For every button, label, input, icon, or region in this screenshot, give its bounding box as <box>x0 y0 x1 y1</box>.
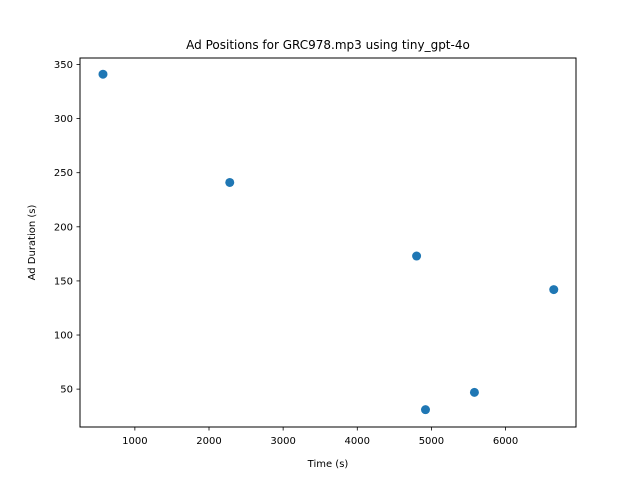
y-tick-label: 200 <box>54 222 73 233</box>
data-point-3 <box>412 251 422 261</box>
y-tick-label: 150 <box>54 276 73 287</box>
x-tick-label: 2000 <box>196 436 221 447</box>
x-axis-label: Time (s) <box>307 459 349 470</box>
chart-title: Ad Positions for GRC978.mp3 using tiny_g… <box>186 38 470 52</box>
points-layer <box>98 69 559 415</box>
y-tick-label: 100 <box>54 331 73 342</box>
x-tick-label: 6000 <box>493 436 518 447</box>
data-point-6 <box>549 285 559 295</box>
data-point-4 <box>420 405 430 415</box>
y-tick-label: 250 <box>54 168 73 179</box>
y-tick-label: 350 <box>54 60 73 71</box>
y-axis-label: Ad Duration (s) <box>27 205 38 281</box>
y-tick-label: 300 <box>54 114 73 125</box>
data-point-1 <box>98 69 108 79</box>
x-tick-label: 1000 <box>122 436 147 447</box>
ticks-layer: 1000 2000 3000 4000 5000 6000 50 100 150 200 250 30… <box>54 60 518 447</box>
data-point-5 <box>469 387 479 397</box>
x-tick-label: 4000 <box>345 436 370 447</box>
data-point-2 <box>225 177 235 187</box>
plot-frame <box>79 57 577 428</box>
x-tick-label: 5000 <box>419 436 444 447</box>
y-tick-label: 50 <box>60 385 73 396</box>
x-tick-label: 3000 <box>270 436 295 447</box>
